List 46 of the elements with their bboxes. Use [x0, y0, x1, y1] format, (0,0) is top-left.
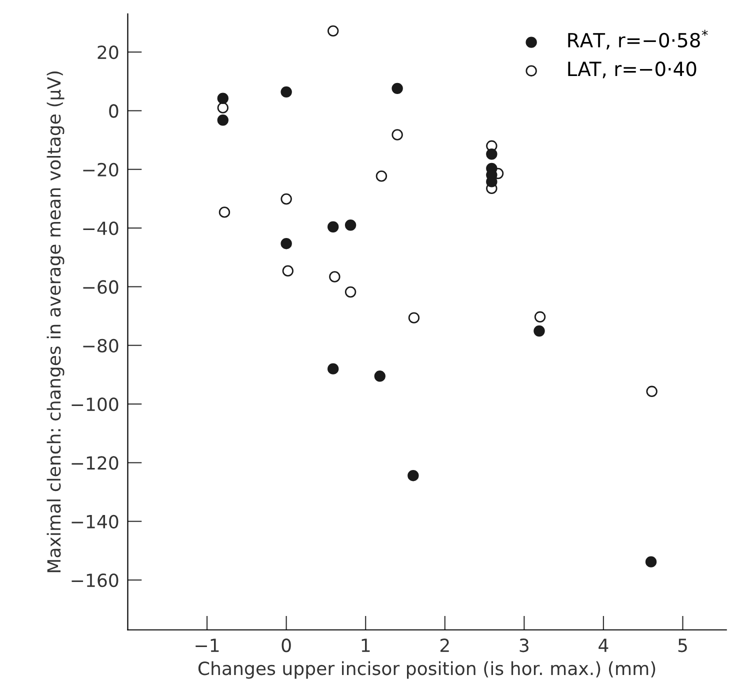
y-tick-label: −60 [83, 280, 118, 294]
x-tick-label: −1 [196, 638, 219, 652]
point [645, 556, 657, 568]
y-tick-label: −20 [83, 162, 118, 176]
y-axis-title: Maximal clench: changes in average mean voltage (μV) [46, 71, 64, 572]
point [392, 129, 403, 140]
point [282, 265, 294, 276]
point [327, 221, 339, 232]
y-tick-label: −40 [83, 222, 118, 236]
point [329, 271, 340, 282]
x-tick-label: 0 [282, 638, 291, 652]
point [392, 82, 403, 94]
point [280, 238, 292, 250]
point [344, 220, 356, 231]
point [217, 92, 228, 104]
y-tick-label: −100 [72, 397, 118, 412]
x-tick-label: 3 [520, 638, 528, 652]
point [217, 114, 228, 126]
point [218, 206, 230, 218]
point [534, 311, 546, 323]
point [486, 148, 498, 160]
x-axis-title: Changes upper incisor position (is hor. max.) (mm) [198, 661, 656, 679]
y-tick-label: 20 [98, 46, 118, 60]
x-tick-label: 1 [362, 638, 370, 652]
point [646, 386, 658, 398]
point [374, 370, 386, 382]
legend-label: LAT, r=−0·40 [568, 62, 696, 78]
y-tick-label: −80 [83, 338, 118, 352]
y-tick-label: 0 [109, 104, 118, 118]
x-tick-label: 5 [678, 638, 687, 652]
point [408, 312, 420, 324]
point [280, 86, 292, 98]
x-tick-label: 4 [598, 638, 608, 652]
point [534, 325, 545, 337]
y-tick-label: −160 [72, 573, 118, 588]
point [408, 470, 419, 482]
x-tick-label: 2 [440, 638, 449, 652]
legend-label: RAT, r=−0·58$^{*}$ [568, 30, 708, 50]
point [344, 286, 356, 298]
point [217, 102, 228, 114]
y-tick-label: −140 [72, 514, 118, 528]
point [327, 25, 339, 37]
point [376, 170, 388, 182]
y-tick-label: −120 [72, 456, 118, 470]
point [327, 363, 339, 374]
point [280, 193, 292, 205]
